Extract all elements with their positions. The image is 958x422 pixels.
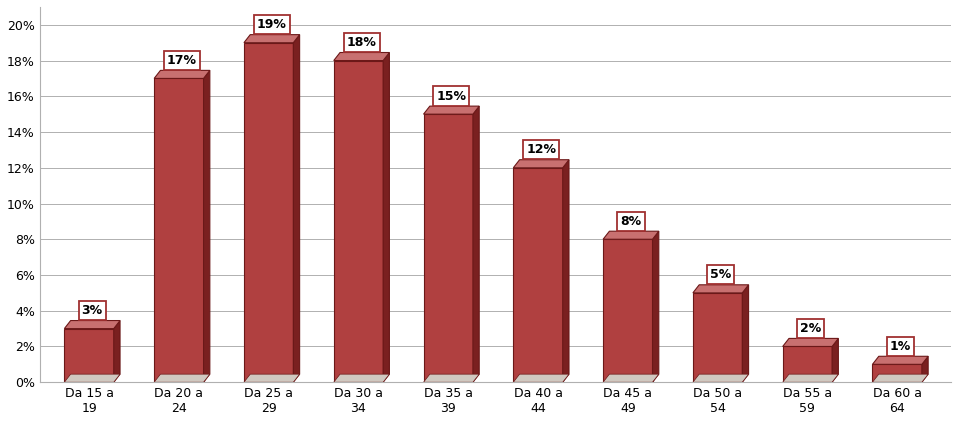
- Polygon shape: [783, 346, 833, 382]
- Polygon shape: [293, 35, 300, 382]
- Text: 3%: 3%: [81, 304, 103, 317]
- Polygon shape: [473, 106, 479, 382]
- Polygon shape: [154, 70, 210, 78]
- Polygon shape: [742, 285, 748, 382]
- Polygon shape: [513, 374, 569, 382]
- Polygon shape: [423, 374, 479, 382]
- Polygon shape: [604, 239, 652, 382]
- Polygon shape: [513, 168, 562, 382]
- Polygon shape: [873, 374, 928, 382]
- Polygon shape: [333, 52, 389, 60]
- Polygon shape: [604, 231, 659, 239]
- Text: 12%: 12%: [526, 143, 557, 156]
- Text: 17%: 17%: [167, 54, 197, 67]
- Polygon shape: [423, 114, 473, 382]
- Polygon shape: [833, 338, 838, 382]
- Polygon shape: [64, 374, 120, 382]
- Polygon shape: [244, 43, 293, 382]
- Polygon shape: [244, 374, 300, 382]
- Text: 1%: 1%: [890, 340, 911, 353]
- Polygon shape: [203, 70, 210, 382]
- Polygon shape: [873, 364, 922, 382]
- Polygon shape: [693, 285, 748, 293]
- Polygon shape: [423, 106, 479, 114]
- Text: 2%: 2%: [800, 322, 821, 335]
- Polygon shape: [783, 338, 838, 346]
- Polygon shape: [333, 60, 383, 382]
- Text: 15%: 15%: [437, 89, 467, 103]
- Polygon shape: [64, 329, 114, 382]
- Polygon shape: [873, 356, 928, 364]
- Polygon shape: [922, 356, 928, 382]
- Polygon shape: [114, 321, 120, 382]
- Text: 18%: 18%: [347, 36, 376, 49]
- Polygon shape: [64, 321, 120, 329]
- Polygon shape: [693, 293, 742, 382]
- Text: 8%: 8%: [621, 215, 642, 227]
- Polygon shape: [244, 35, 300, 43]
- Polygon shape: [333, 374, 389, 382]
- Polygon shape: [154, 78, 203, 382]
- Polygon shape: [562, 160, 569, 382]
- Polygon shape: [652, 231, 659, 382]
- Text: 19%: 19%: [257, 18, 286, 31]
- Polygon shape: [693, 374, 748, 382]
- Polygon shape: [783, 374, 838, 382]
- Polygon shape: [604, 374, 659, 382]
- Polygon shape: [154, 374, 210, 382]
- Text: 5%: 5%: [710, 268, 731, 281]
- Polygon shape: [513, 160, 569, 168]
- Polygon shape: [383, 52, 389, 382]
